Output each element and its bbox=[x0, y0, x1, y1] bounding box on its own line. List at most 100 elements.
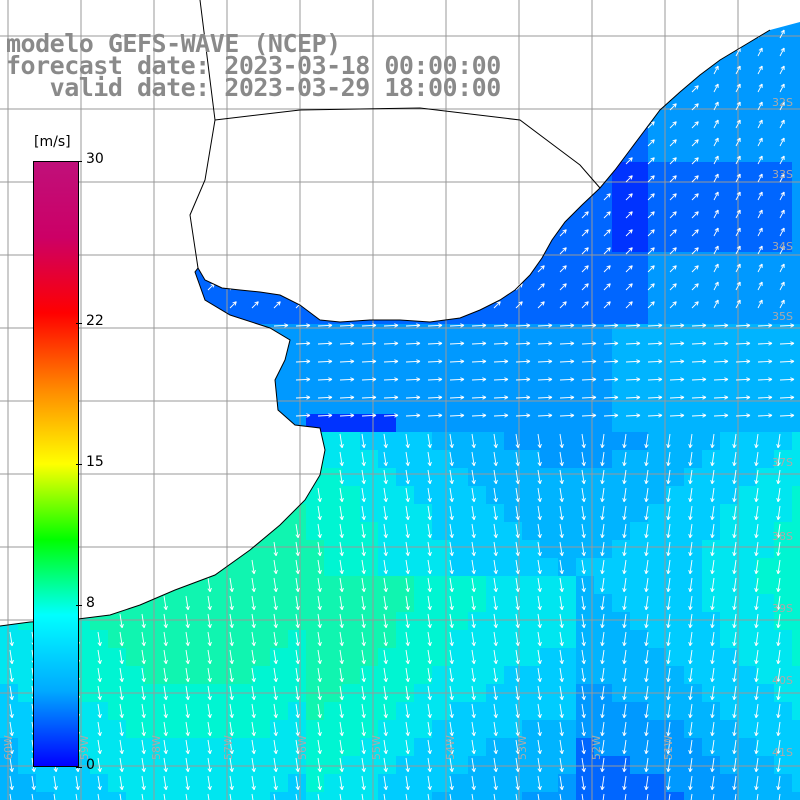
wind-arrow bbox=[229, 667, 234, 683]
wind-cell bbox=[666, 144, 684, 162]
wind-cell bbox=[666, 738, 684, 756]
wind-arrow bbox=[754, 433, 759, 449]
wind-arrow bbox=[339, 413, 355, 418]
wind-cell bbox=[756, 756, 774, 774]
wind-cell bbox=[648, 576, 666, 594]
wind-cell bbox=[576, 324, 594, 342]
wind-cell bbox=[612, 252, 630, 270]
wind-arrow bbox=[317, 359, 333, 364]
wind-cell bbox=[774, 792, 792, 800]
wind-arrow bbox=[295, 721, 300, 737]
wind-arrow bbox=[163, 775, 168, 791]
wind-arrow bbox=[669, 283, 677, 291]
wind-arrow bbox=[449, 505, 454, 521]
wind-arrow bbox=[757, 191, 763, 201]
wind-arrow bbox=[776, 469, 781, 485]
wind-arrow bbox=[119, 667, 124, 683]
wind-cell bbox=[738, 198, 756, 216]
wind-arrow bbox=[600, 703, 605, 719]
wind-cell bbox=[612, 594, 630, 612]
wind-arrow bbox=[185, 595, 190, 611]
wind-arrow bbox=[754, 757, 759, 773]
wind-cell bbox=[432, 594, 450, 612]
wind-arrow bbox=[713, 209, 719, 219]
wind-cell bbox=[576, 378, 594, 396]
wind-arrow bbox=[537, 685, 542, 701]
wind-cell bbox=[756, 540, 774, 558]
wind-arrow bbox=[647, 413, 663, 418]
wind-arrow bbox=[493, 341, 509, 346]
wind-arrow bbox=[581, 301, 589, 309]
wind-arrow bbox=[713, 359, 729, 364]
wind-arrow bbox=[163, 685, 168, 701]
wind-cell bbox=[720, 90, 738, 108]
wind-arrow bbox=[361, 685, 366, 701]
wind-cell bbox=[756, 378, 774, 396]
wind-cell bbox=[252, 720, 270, 738]
wind-cell bbox=[630, 756, 648, 774]
wind-arrow bbox=[732, 451, 737, 467]
wind-arrow bbox=[317, 649, 322, 665]
wind-cell bbox=[612, 630, 630, 648]
wind-cell bbox=[252, 576, 270, 594]
wind-arrow bbox=[778, 793, 781, 800]
wind-arrow bbox=[493, 301, 501, 309]
wind-arrow bbox=[427, 721, 432, 737]
wind-cell bbox=[684, 630, 702, 648]
wind-cell bbox=[216, 792, 234, 800]
wind-arrow bbox=[559, 265, 567, 273]
wind-arrow bbox=[537, 413, 553, 418]
wind-arrow bbox=[688, 577, 693, 593]
wind-arrow bbox=[493, 451, 498, 467]
wind-cell bbox=[432, 648, 450, 666]
wind-cell bbox=[774, 90, 792, 108]
wind-arrow bbox=[559, 377, 575, 382]
wind-cell bbox=[468, 558, 486, 576]
wind-cell bbox=[252, 648, 270, 666]
wind-cell bbox=[558, 324, 576, 342]
wind-cell bbox=[414, 720, 432, 738]
wind-cell bbox=[738, 558, 756, 576]
wind-arrow bbox=[559, 721, 564, 737]
wind-arrow bbox=[493, 433, 498, 449]
wind-arrow bbox=[581, 757, 586, 773]
wind-arrow bbox=[141, 757, 146, 773]
wind-cell bbox=[756, 198, 774, 216]
wind-cell bbox=[540, 792, 558, 800]
wind-cell bbox=[666, 486, 684, 504]
wind-arrow bbox=[515, 775, 520, 791]
wind-cell bbox=[324, 504, 342, 522]
wind-cell bbox=[450, 342, 468, 360]
wind-cell bbox=[216, 720, 234, 738]
wind-arrow bbox=[515, 505, 520, 521]
wind-arrow bbox=[537, 523, 542, 539]
wind-cell bbox=[756, 486, 774, 504]
wind-cell bbox=[576, 720, 594, 738]
wind-cell bbox=[630, 720, 648, 738]
wind-cell bbox=[738, 72, 756, 90]
wind-arrow bbox=[361, 667, 366, 683]
wind-arrow bbox=[668, 793, 671, 800]
wind-cell bbox=[324, 594, 342, 612]
wind-arrow bbox=[405, 595, 410, 611]
wind-arrow bbox=[185, 685, 190, 701]
wind-cell bbox=[720, 342, 738, 360]
wind-cell bbox=[18, 738, 36, 756]
wind-cell bbox=[756, 558, 774, 576]
wind-arrow bbox=[622, 577, 627, 593]
wind-arrow bbox=[405, 541, 410, 557]
wind-arrow bbox=[515, 377, 531, 382]
wind-cell bbox=[360, 360, 378, 378]
wind-cell bbox=[306, 342, 324, 360]
wind-arrow bbox=[647, 139, 655, 147]
wind-cell bbox=[324, 702, 342, 720]
wind-arrow bbox=[405, 341, 421, 346]
coast-line bbox=[0, 29, 771, 627]
colorbar-tick bbox=[76, 464, 82, 465]
wind-cell bbox=[522, 648, 540, 666]
wind-cell bbox=[414, 504, 432, 522]
wind-cell bbox=[108, 756, 126, 774]
wind-cell bbox=[342, 630, 360, 648]
wind-arrow bbox=[163, 793, 166, 800]
wind-arrow bbox=[666, 739, 671, 755]
